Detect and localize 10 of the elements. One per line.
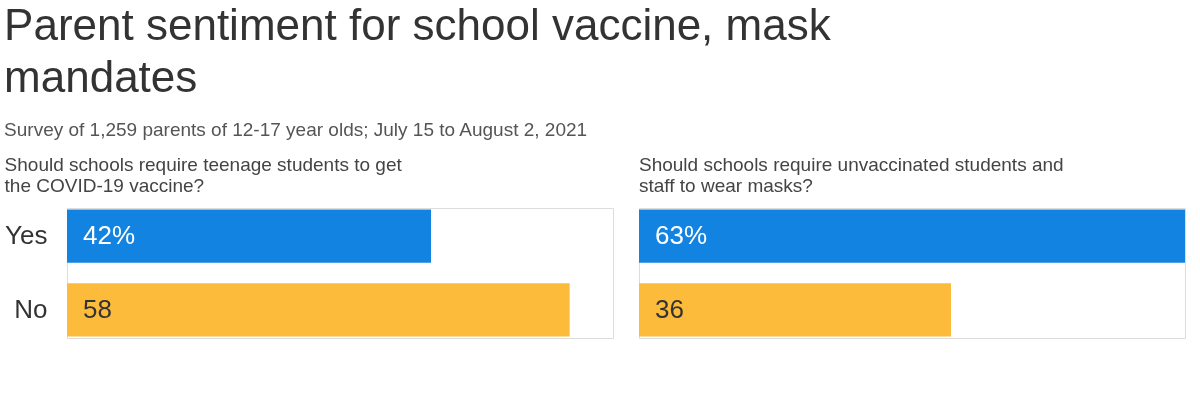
data-label: 36 <box>655 293 684 324</box>
data-label: 63% <box>655 220 708 251</box>
data-label: 58 <box>83 293 112 324</box>
text: Parent sentiment for school vaccine, mask mandates <box>4 0 832 101</box>
text: Survey of 1,259 parents of 12-17 year olds; July 15 to August 2, 2021 <box>4 118 588 140</box>
chart-title: Should schools require teenage students to get the COVID-19 vaccine? <box>4 154 403 196</box>
chart-title: Should schools require unvaccinated students and staff to wear masks? <box>639 154 1064 196</box>
y-tick-label: Yes <box>5 220 48 251</box>
y-tick-label: No <box>14 293 48 324</box>
data-label: 42% <box>83 220 136 251</box>
